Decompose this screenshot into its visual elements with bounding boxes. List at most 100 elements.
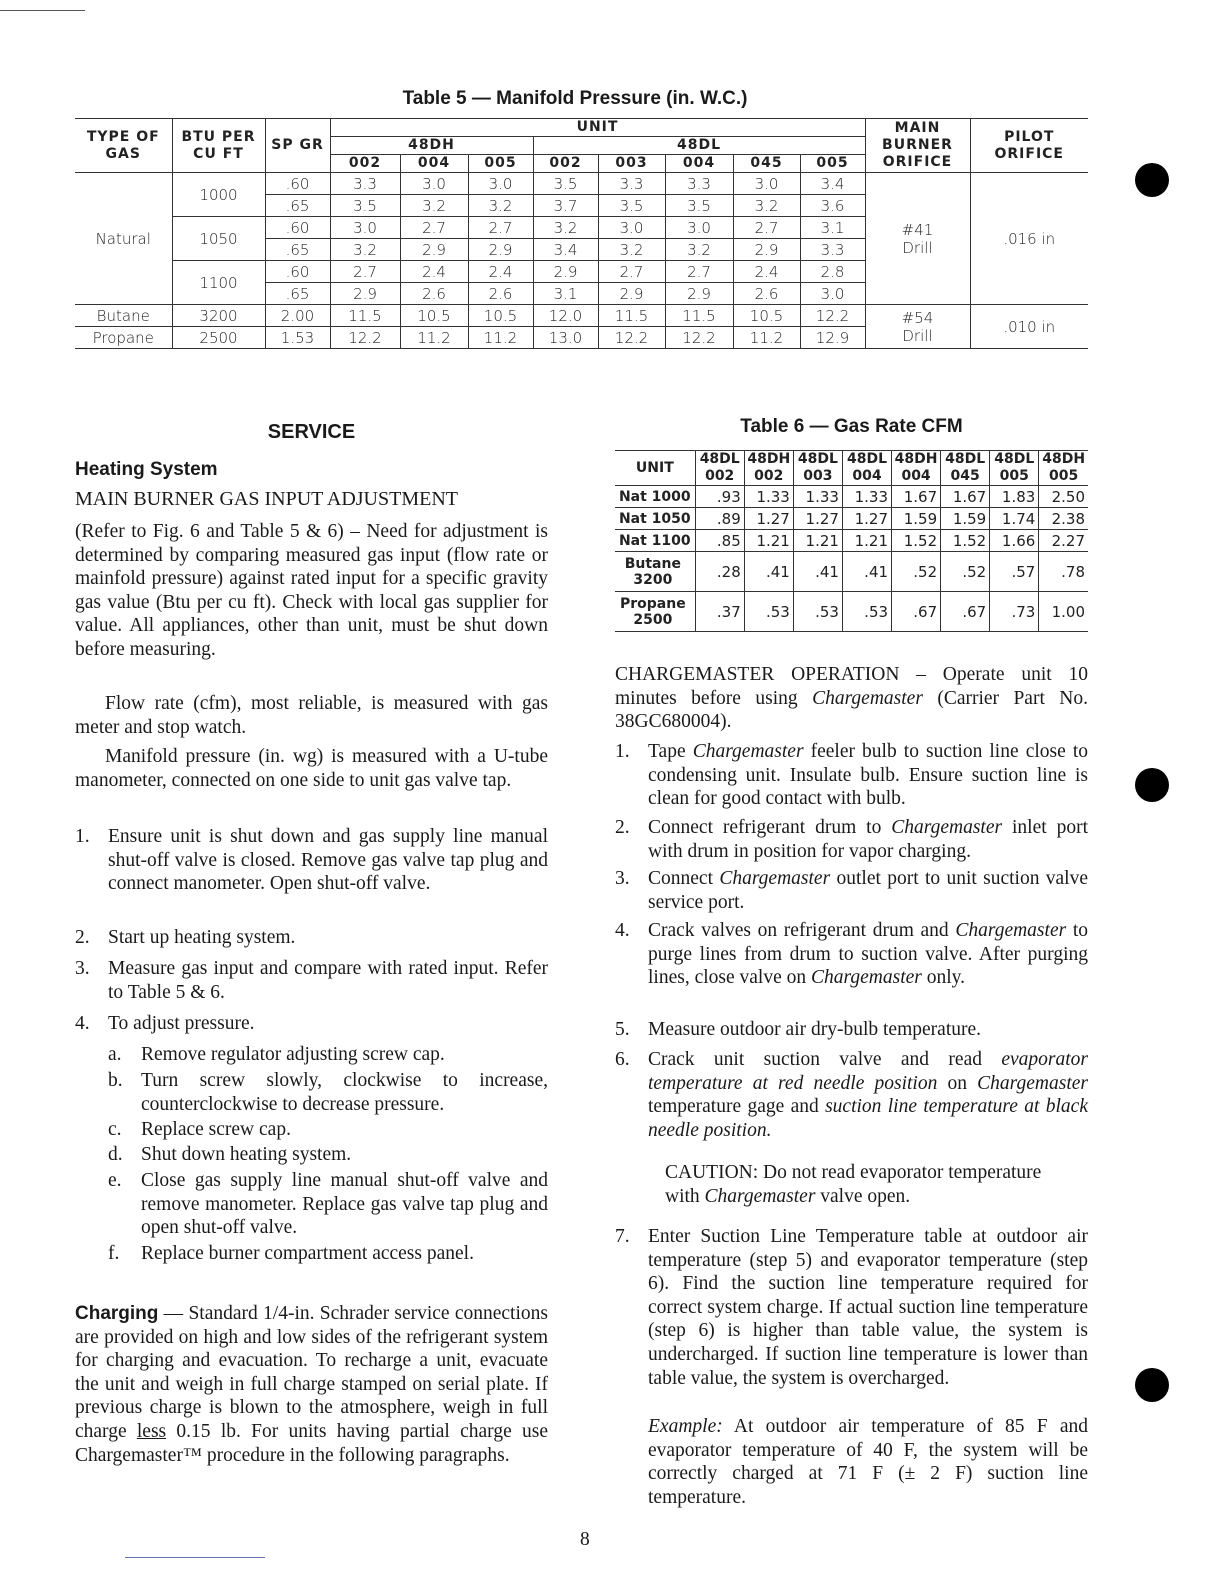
italic-run: Chargemaster <box>719 868 831 889</box>
step-number: 1. <box>615 741 630 762</box>
pressure-value: 10.5 <box>399 304 469 327</box>
pressure-value: 2.6 <box>732 282 801 305</box>
sp-gr-value: .65 <box>265 238 331 261</box>
model: 48DL <box>699 451 740 467</box>
example-paragraph: Example: At outdoor air temperature of 8… <box>648 1415 1088 1509</box>
substep-text: Turn screw slowly, clockwise to increase… <box>141 1070 548 1115</box>
model: 48DL <box>846 451 887 467</box>
substep-letter: b. <box>108 1070 123 1091</box>
header-unit: UNIT <box>615 450 696 486</box>
cfm-value: 1.00 <box>1038 591 1088 632</box>
step-number: 2. <box>75 927 90 948</box>
row-label: Nat 1050 <box>618 510 691 527</box>
text-run: Tape <box>648 741 693 762</box>
cfm-value: 1.27 <box>792 507 843 530</box>
cfm-value: .78 <box>1038 551 1088 592</box>
cfm-value: .41 <box>792 551 843 592</box>
column-header: 48DL 004 <box>841 450 893 486</box>
column-header: 48DL 045 <box>940 450 991 486</box>
pressure-value: 2.9 <box>664 282 734 305</box>
pressure-value: 11.5 <box>664 304 734 327</box>
sp-gr-value: .60 <box>264 172 331 195</box>
cfm-value: .41 <box>841 551 893 592</box>
chargemaster-step-1: 1. Tape Chargemaster feeler bulb to sucti… <box>615 740 1088 811</box>
cfm-value: 2.38 <box>1038 507 1088 530</box>
pressure-value: 2.9 <box>732 238 801 261</box>
cfm-value: 1.67 <box>940 485 991 508</box>
cfm-value: .52 <box>891 551 942 592</box>
step-text: Ensure unit is shut down and gas supply … <box>108 826 548 895</box>
pressure-value: 2.6 <box>399 282 469 305</box>
cfm-value: 1.67 <box>891 485 942 508</box>
binder-hole-icon <box>1135 163 1169 197</box>
column-header: 48DH 002 <box>743 450 794 486</box>
table-row: Butane 3200 2.00 11.5 10.5 10.5 12.0 11.5 11.5 10… <box>75 304 1088 349</box>
cfm-value: 1.33 <box>743 485 794 508</box>
column-header: 48DH 004 <box>891 450 942 486</box>
cfm-value: .67 <box>940 591 991 632</box>
italic-run: Example: <box>648 1416 723 1437</box>
sp-gr-value: .65 <box>265 194 331 217</box>
substep-letter: c. <box>108 1119 122 1140</box>
orifice-size: #54 <box>901 308 934 327</box>
step-number: 6. <box>615 1049 630 1070</box>
gas-type: Butane <box>75 304 173 327</box>
cfm-value: 1.59 <box>891 507 942 530</box>
substep-text: Replace burner compartment access panel. <box>141 1243 474 1264</box>
table-row: Propane 2500 1.53 12.2 11.2 11.2 13.0 12.2 12.2 1… <box>75 326 1088 349</box>
text-run: valve open. <box>815 1186 911 1207</box>
row-label: Propane <box>619 595 686 612</box>
column-header: 48DH 005 <box>1038 450 1088 486</box>
header-unit-code: 002 <box>330 154 401 173</box>
pressure-value: 11.2 <box>732 326 801 349</box>
cfm-value: 1.27 <box>743 507 794 530</box>
header-unit-code: 004 <box>664 154 734 173</box>
charging-text-2: 0.15 lb. For units having partial charge… <box>75 1420 548 1466</box>
row-label: Butane <box>624 555 681 572</box>
table5-caption: Table 5 — Manifold Pressure (in. W.C.) <box>402 88 748 109</box>
pressure-value: 3.3 <box>597 172 666 195</box>
pressure-value: 2.8 <box>799 260 865 283</box>
italic-run: evaporator temperature at red needle pos… <box>648 1049 1088 1094</box>
text-run: Connect <box>648 868 720 889</box>
pressure-value: 3.2 <box>329 238 401 261</box>
size: 003 <box>803 468 833 484</box>
italic-run: Chargemaster <box>955 920 1067 941</box>
header-unit-code: 045 <box>732 154 801 173</box>
cfm-value: .85 <box>694 529 745 552</box>
size: 005 <box>999 468 1029 484</box>
step-text: Measure outdoor air dry-bulb temperature… <box>648 1018 1088 1042</box>
table-row: 1100.60 2.7 2.4 2.4 2.9 2.7 2.7 2.4 2.8 <box>75 260 1088 305</box>
step-text: Connect refrigerant drum to Chargemaster… <box>648 816 1088 863</box>
chargemaster-step-4: 4. Crack valves on refrigerant drum and C… <box>615 919 1088 990</box>
text-run: to purge lines from drum to suction valv… <box>648 920 1088 989</box>
pressure-value: 12.0 <box>532 304 599 327</box>
btu-value: 1050 <box>172 216 266 261</box>
row-header: Nat 1050 <box>615 507 696 530</box>
binder-hole-icon <box>1135 1368 1169 1402</box>
step-number: 1. <box>75 826 90 847</box>
substep-d: d. Shut down heating system. <box>108 1143 548 1167</box>
step-text: Measure gas input and compare with rated… <box>108 958 548 1003</box>
row-label: 3200 <box>633 571 673 588</box>
btu-value: 1000 <box>171 172 266 217</box>
binder-hole-icon <box>1135 768 1169 802</box>
pressure-value: 2.9 <box>597 282 666 305</box>
step-text: Connect Chargemaster outlet port to unit… <box>648 867 1088 914</box>
text-run: Connect refrigerant drum to <box>648 817 892 838</box>
pressure-value: 2.4 <box>732 260 801 283</box>
step-text: Enter Suction Line Temperature table at … <box>648 1225 1088 1390</box>
section-title-service: SERVICE <box>267 421 356 443</box>
text-run: on <box>937 1072 978 1094</box>
sp-gr-value: 1.53 <box>264 326 331 349</box>
pilot-orifice: .010 in <box>969 304 1088 349</box>
table6-gas-rate-cfm: UNIT 48DL 002 48DH 002 48DL 003 48DL 004 48DH 004 4… <box>615 450 1088 632</box>
pressure-value: 3.5 <box>664 194 734 217</box>
step-number: 7. <box>615 1226 630 1247</box>
step-text: Crack valves on refrigerant drum and Cha… <box>648 919 1088 990</box>
pressure-value: 2.7 <box>732 216 801 239</box>
header-unit-code: 003 <box>597 154 666 173</box>
row-header: Nat 1100 <box>615 529 696 552</box>
step-text: To adjust pressure. <box>108 1013 255 1034</box>
pressure-value: 3.0 <box>799 282 865 305</box>
